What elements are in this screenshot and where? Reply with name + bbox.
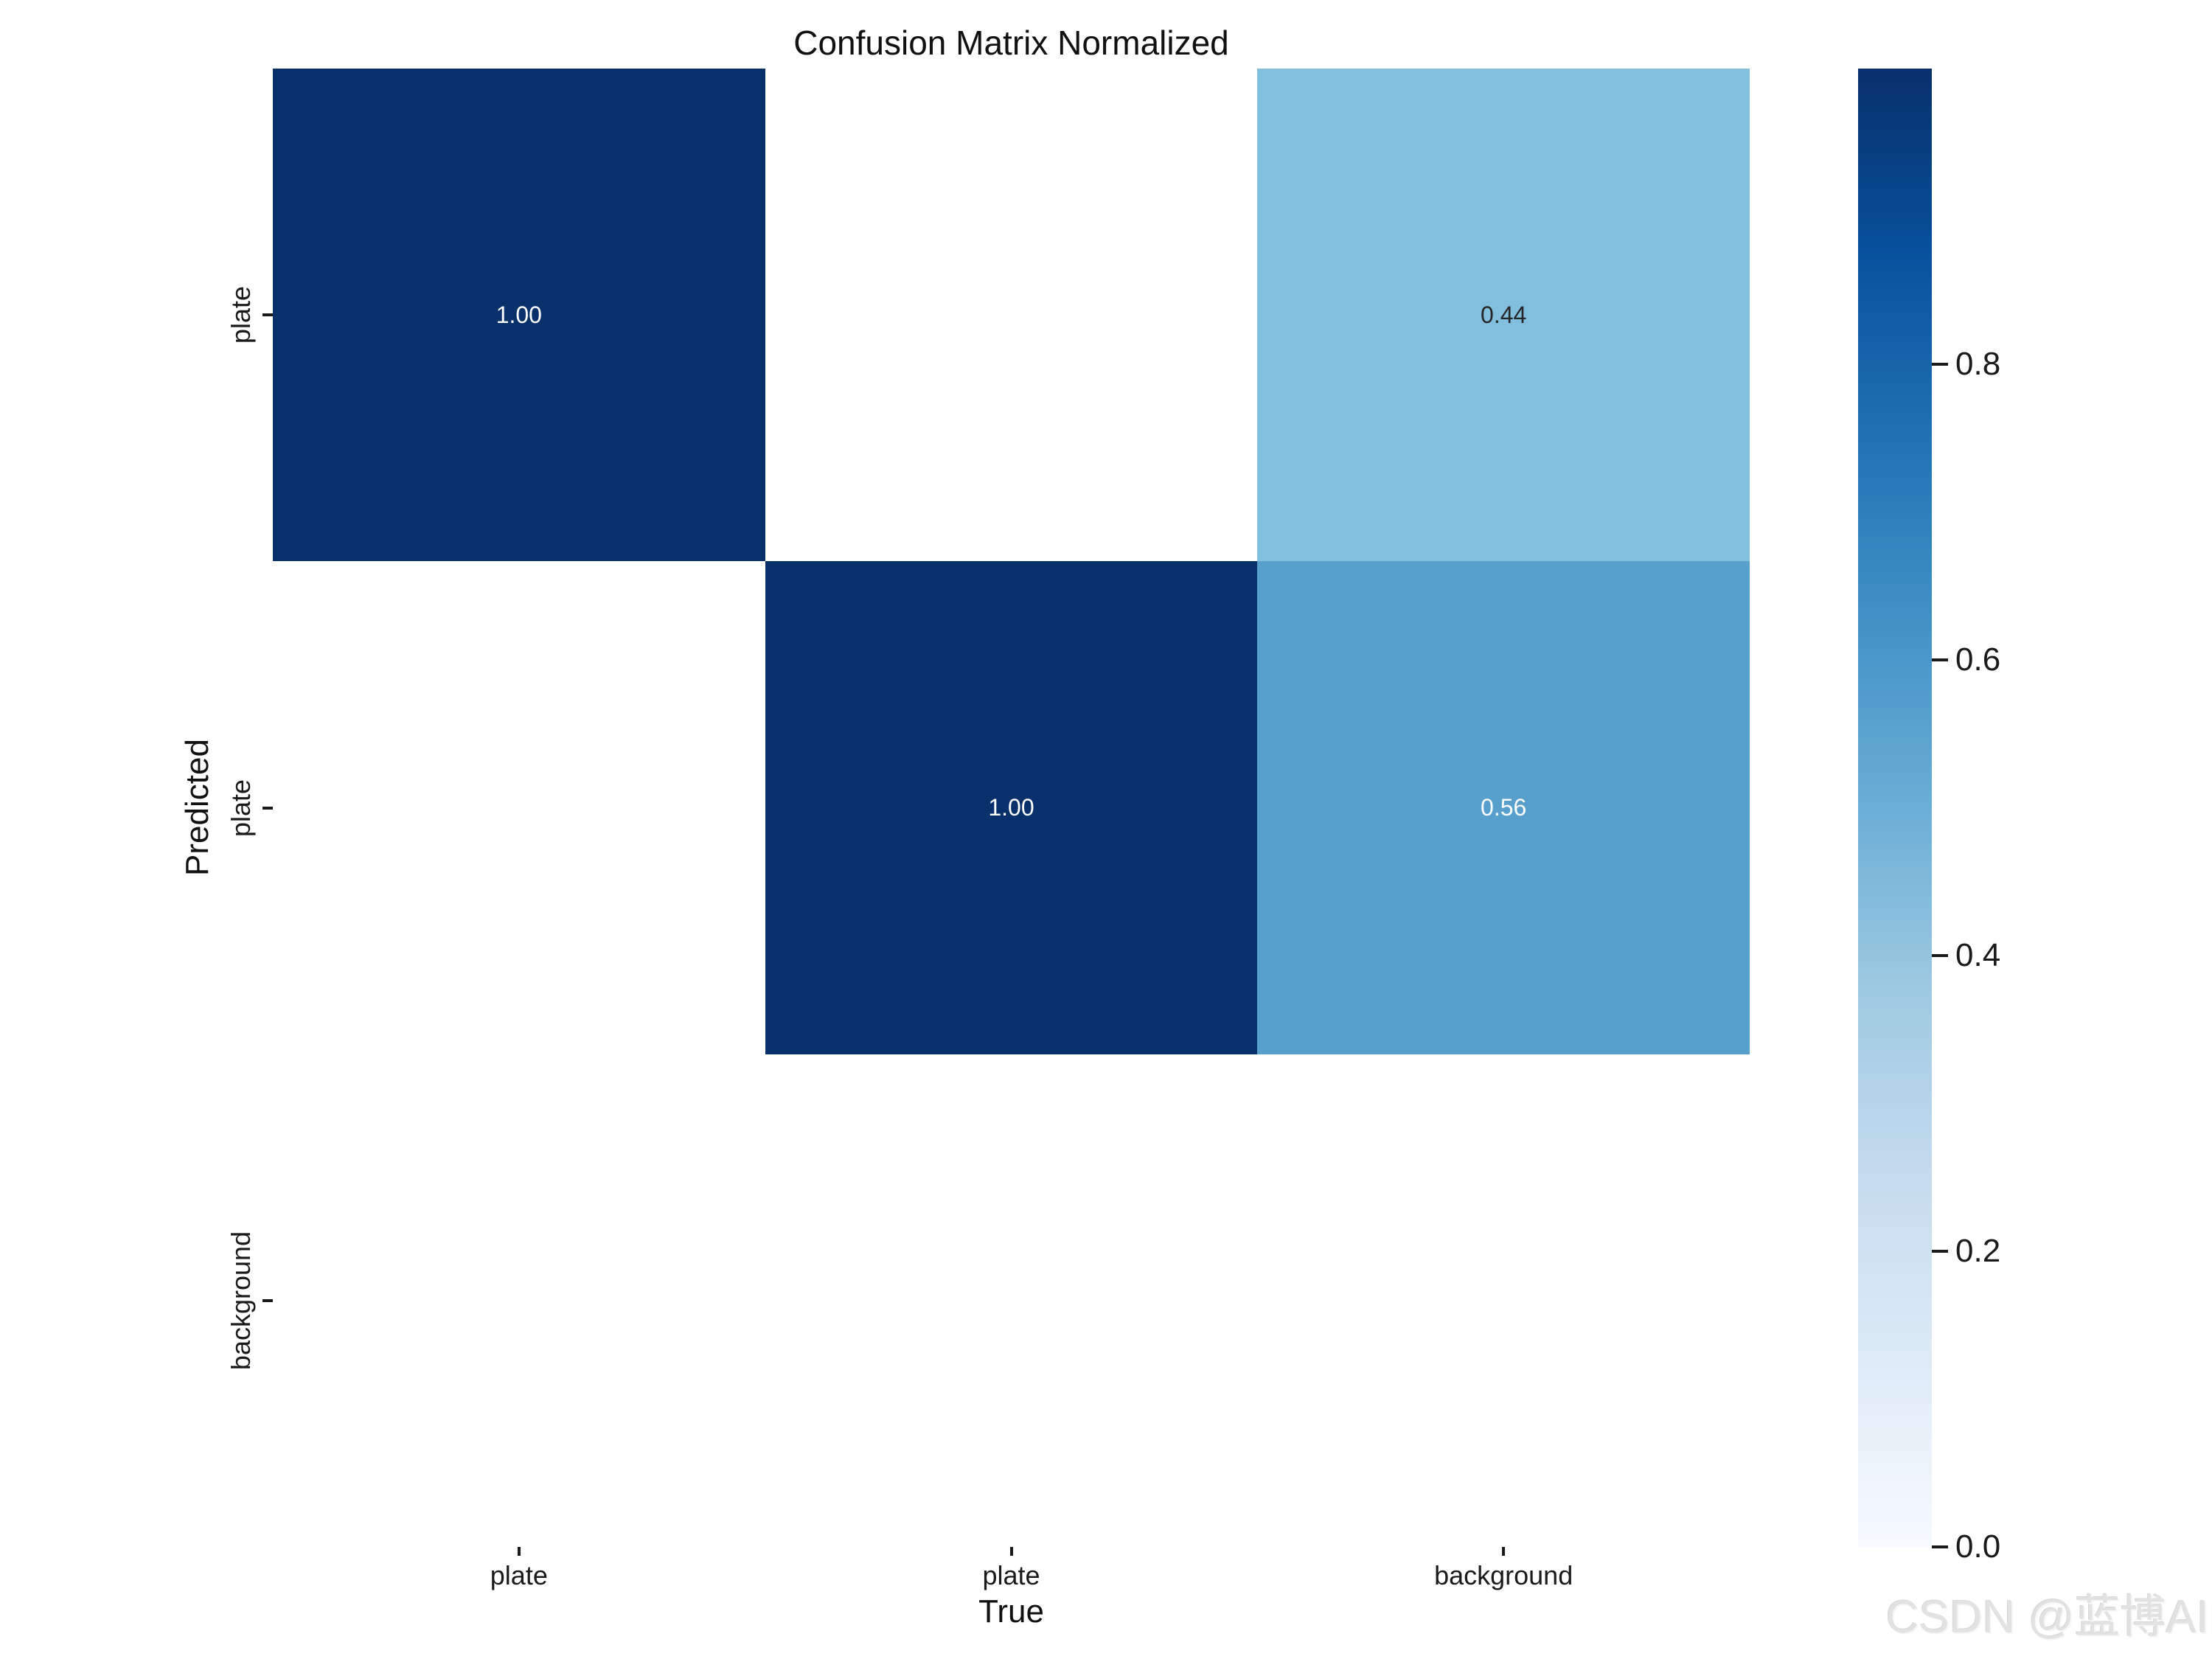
heatmap-cell-r0c2: 0.44 [1257,69,1750,562]
colorbar: 0.8 0.6 0.4 0.2 0.0 [1858,69,2000,1565]
colorbar-tick-label: 0.2 [1955,1233,2001,1269]
x-tick-label: plate [982,1560,1040,1590]
cell-annotation: 1.00 [988,793,1034,821]
heatmap-cell-r0c1 [765,69,1258,562]
y-axis-label: Predicted [179,739,215,876]
colorbar-tick-mark [1932,1545,1948,1548]
y-tick-label: background [226,1231,256,1370]
cell-annotation: 0.56 [1481,793,1527,821]
heatmap-cell-r2c1 [765,1054,1258,1547]
x-axis-label: True [978,1593,1044,1630]
y-tick-mark [262,313,273,317]
colorbar-tick-mark [1932,1250,1948,1253]
heatmap-cell-r0c0: 1.00 [273,69,765,562]
colorbar-tick-label: 0.0 [1955,1528,2001,1565]
y-tick-label: plate [226,286,256,344]
colorbar-tick-label: 0.8 [1955,346,2001,382]
y-tick-label: plate [226,779,256,837]
watermark: CSDN @蓝博AI [1885,1592,2209,1643]
colorbar-tick-mark [1932,954,1948,957]
colorbar-tick-mark [1932,658,1948,661]
colorbar-tick-label: 0.4 [1955,937,2001,973]
x-tick-mark [517,1547,521,1556]
colorbar-tick-label: 0.6 [1955,641,2001,678]
heatmap-cell-r1c2: 0.56 [1257,561,1750,1054]
colorbar-tick-mark [1932,363,1948,366]
x-tick-mark [1009,1547,1013,1556]
x-tick-label: background [1434,1560,1573,1590]
x-tick-mark [1502,1547,1506,1556]
chart-title: Confusion Matrix Normalized [793,24,1229,62]
y-tick-mark [262,806,273,810]
y-tick-mark [262,1298,273,1302]
heatmap-cell-r2c0 [273,1054,765,1547]
heatmap-plot-area: 1.00 0.44 1.00 0.56 [273,69,1750,1547]
cell-annotation: 0.44 [1481,301,1527,328]
colorbar-gradient [1858,69,1932,1547]
x-tick-label: plate [490,1560,548,1590]
heatmap-cell-r1c0 [273,561,765,1054]
heatmap-cell-r2c2 [1257,1054,1750,1547]
heatmap-cell-r1c1: 1.00 [765,561,1258,1054]
cell-annotation: 1.00 [495,301,542,328]
